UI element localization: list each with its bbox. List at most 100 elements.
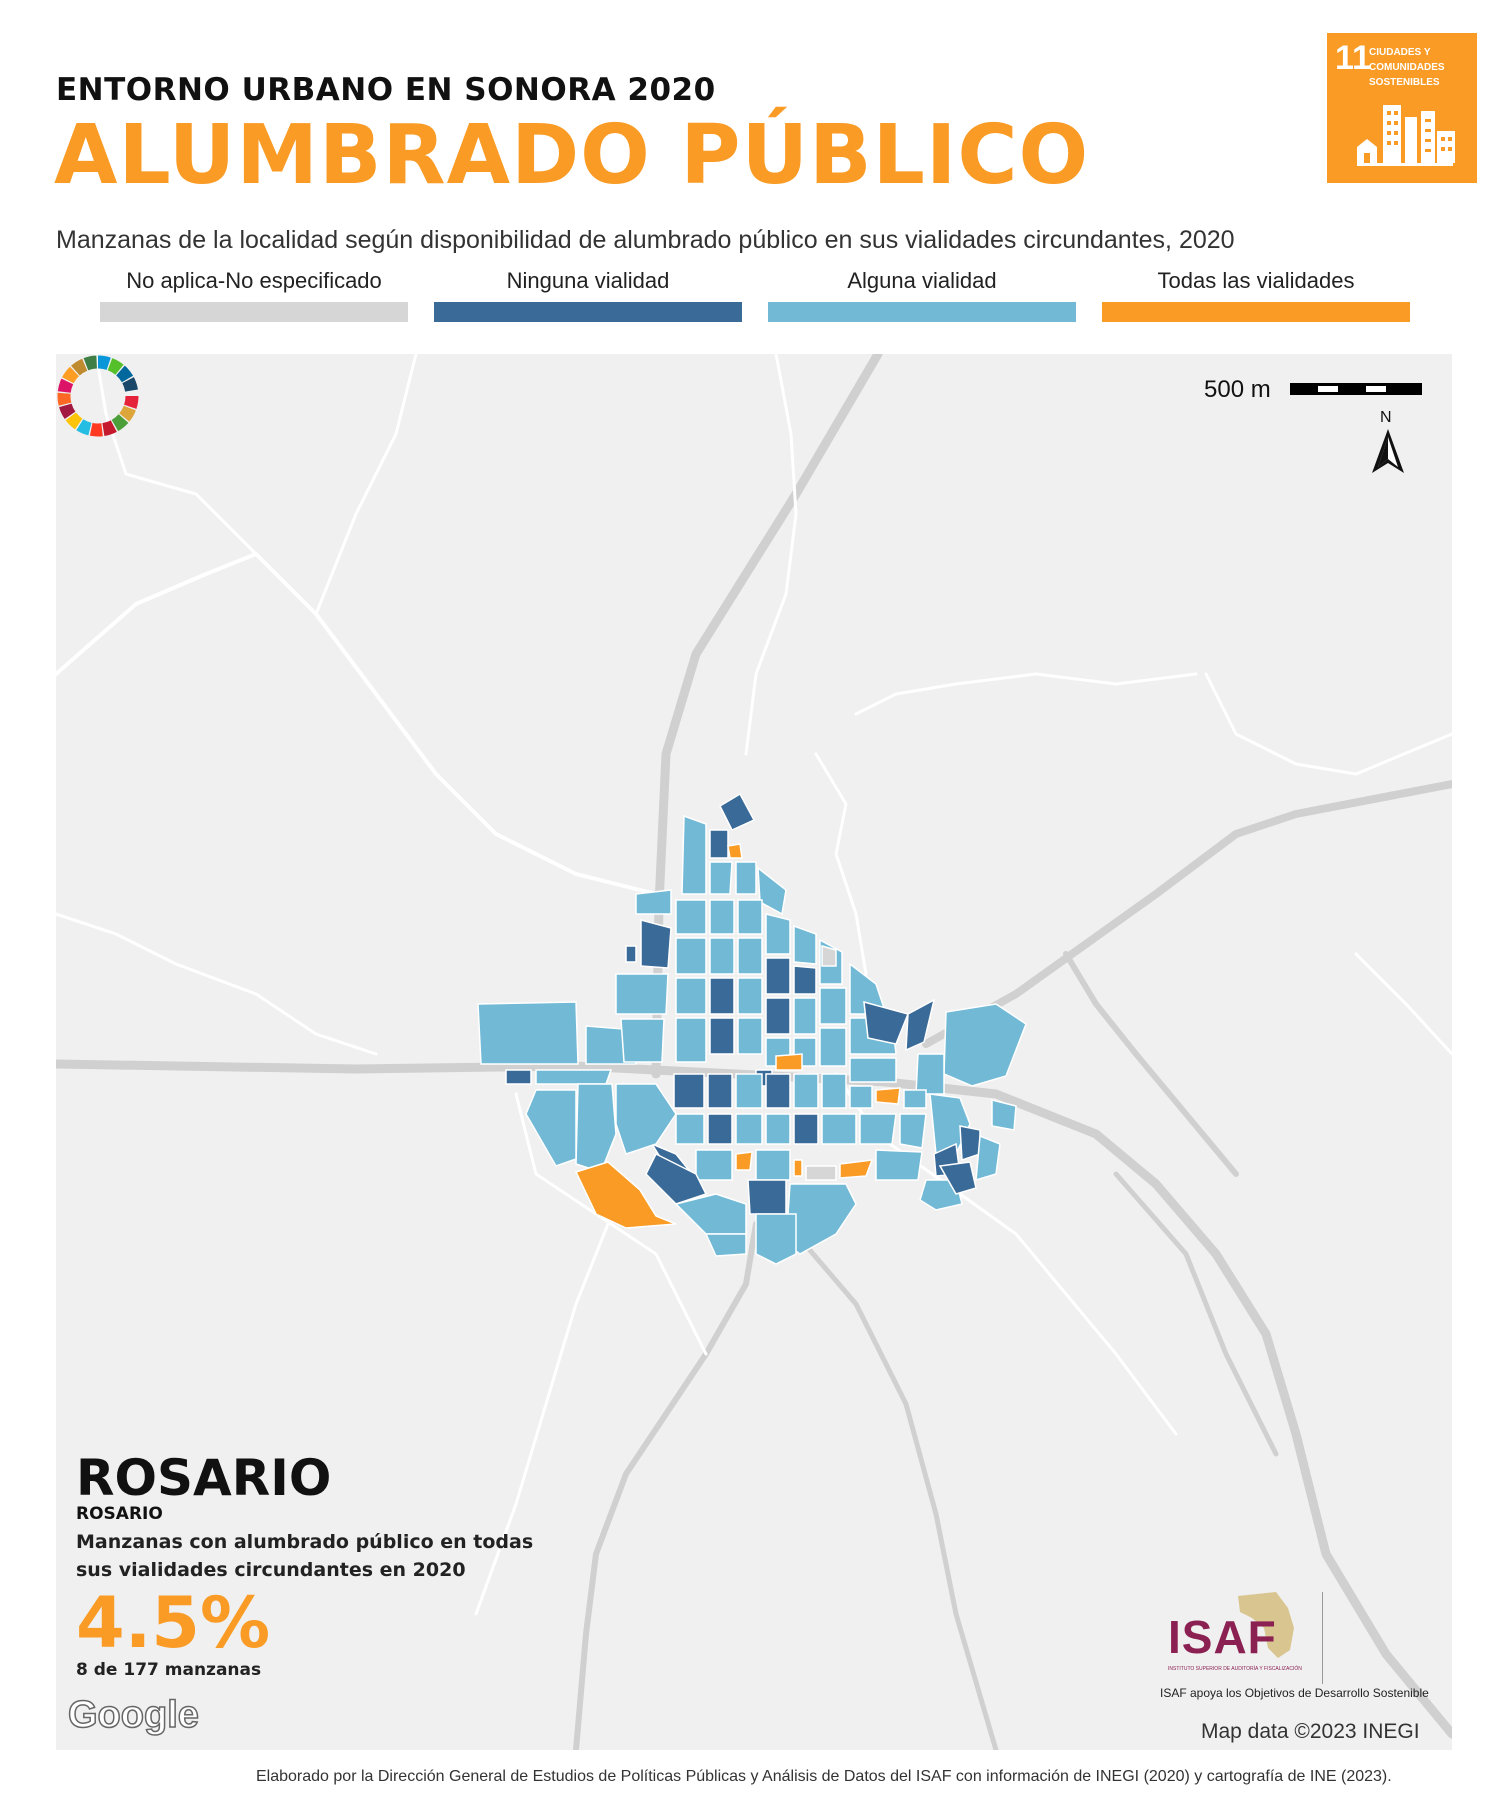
block-todas [793,1159,803,1177]
block-alguna [695,1149,733,1181]
block-ninguna [625,945,637,963]
block-ninguna [645,1152,708,1205]
block-alguna [793,924,817,965]
block-no-aplica [821,945,837,967]
legend-label: No aplica-No especificado [126,268,382,293]
block-alguna [765,1113,791,1145]
block-ninguna [765,957,791,995]
block-todas [727,843,743,859]
block-alguna [535,1069,613,1085]
block-alguna [737,1017,763,1055]
block-alguna [737,977,763,1015]
block-todas [574,1161,677,1229]
block-alguna [575,1083,617,1173]
block-alguna [915,1053,945,1095]
map-description: Manzanas de la localidad según disponibi… [56,226,1235,254]
block-alguna [819,987,847,1025]
urban-blocks [477,792,1027,1265]
map-data-credit: Map data ©2023 INEGI [1201,1720,1420,1743]
block-ninguna [905,998,936,1052]
road-far-east [1113,1171,1279,1457]
block-alguna [793,997,817,1035]
white-road-6 [1204,672,1452,776]
logo-divider [1322,1592,1323,1684]
block-alguna [615,973,669,1015]
white-road-3 [314,354,418,616]
block-ninguna [709,1017,735,1055]
north-arrow-icon: N [1366,409,1410,479]
white-road-10 [814,752,868,976]
indicator-percentage: 4.5% [76,1582,271,1664]
block-alguna [674,1193,747,1235]
block-ninguna [793,965,817,995]
legend-item-no-aplica: No aplica-No especificado [100,268,408,322]
block-alguna [903,1089,927,1109]
block-alguna [525,1089,577,1167]
map[interactable]: 500 m N ROSARIO ROSARIO Manzanas con alu… [56,354,1452,1750]
isaf-subtext: INSTITUTO SUPERIOR DE AUDITORÍA Y FISCAL… [1168,1666,1302,1672]
block-ninguna [765,1073,791,1109]
block-alguna [704,1233,747,1257]
block-ninguna [959,1125,981,1162]
block-ninguna [793,1113,819,1145]
block-ninguna [863,1000,910,1045]
block-todas [735,1151,753,1171]
block-alguna [793,1073,819,1109]
block-alguna [819,1027,847,1067]
main-road-east [56,1059,1452,1739]
isaf-text: ISAF [1168,1611,1277,1663]
block-alguna [755,1213,797,1265]
block-alguna [675,1017,707,1063]
block-todas [875,1087,901,1105]
block-alguna [477,1001,579,1065]
road-east-branch [1063,951,1239,1177]
locality-name: ROSARIO [76,1449,332,1507]
indicator-count: 8 de 177 manzanas [76,1660,262,1680]
block-alguna [675,977,707,1015]
legend-label: Ninguna vialidad [506,268,670,293]
block-alguna [821,1073,847,1109]
ods-11-badge: 11 CIUDADES Y COMUNIDADES SOSTENIBLES [1327,33,1477,183]
block-ninguna [747,1179,787,1215]
block-alguna [681,814,707,895]
white-road-4 [744,354,798,756]
block-alguna [709,861,733,895]
block-alguna [875,1149,923,1181]
block-todas [775,1053,803,1071]
white-road-11 [474,1202,618,1616]
legend-item-ninguna: Ninguna vialidad [434,268,742,322]
legend-label: Alguna vialidad [847,268,997,293]
block-alguna [735,861,757,895]
block-alguna [975,1134,1001,1182]
block-no-aplica [805,1165,837,1181]
north-label: N [1380,409,1392,426]
white-road-12 [1354,952,1452,1056]
map-base [56,354,1452,1750]
footer-credit: Elaborado por la Dirección General de Es… [256,1768,1392,1785]
block-alguna [765,913,791,955]
ods-number: 11 [1335,39,1371,77]
block-alguna [859,1113,897,1145]
legend-swatch [1102,302,1410,322]
block-ninguna [673,1073,705,1109]
block-alguna [821,1113,857,1145]
block-todas [839,1159,874,1179]
city-buildings-icon [1357,105,1455,166]
block-ninguna [640,919,672,969]
block-alguna [635,889,672,915]
block-alguna [755,1149,791,1181]
white-road-5 [854,672,1198,716]
white-road-2 [94,354,258,556]
legend-item-todas: Todas las vialidades [1102,268,1410,322]
page-title: ALUMBRADO PÚBLICO [54,108,1090,203]
municipality-name: ROSARIO [76,1504,163,1524]
road-south [573,1221,759,1750]
legend-swatch [100,302,408,322]
google-logo: Google [67,1693,199,1737]
block-alguna [675,937,707,975]
sdg-wheel-icon [57,355,139,437]
indicator-label: Manzanas con alumbrado público en todas … [76,1531,534,1581]
white-road-1 [56,552,658,896]
scale-bar [1290,383,1422,395]
block-ninguna [709,977,735,1015]
